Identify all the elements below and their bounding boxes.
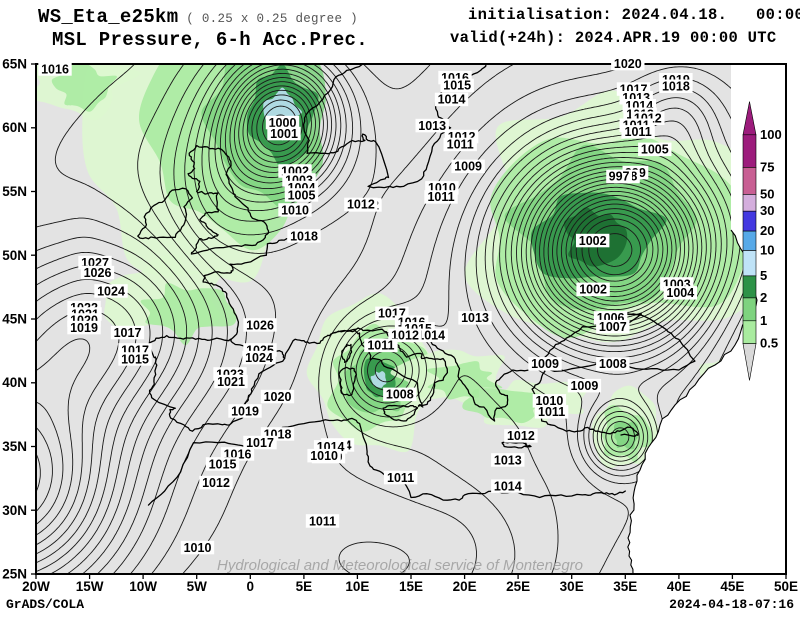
svg-text:40N: 40N — [2, 375, 27, 390]
svg-text:25E: 25E — [506, 579, 530, 594]
svg-text:60N: 60N — [2, 120, 27, 135]
svg-text:10E: 10E — [345, 579, 369, 594]
svg-text:1005: 1005 — [288, 188, 316, 202]
svg-text:1010: 1010 — [184, 541, 212, 555]
svg-text:65N: 65N — [2, 57, 27, 72]
svg-text:1020: 1020 — [264, 390, 292, 404]
svg-text:1008: 1008 — [386, 388, 414, 402]
svg-text:1015: 1015 — [209, 457, 237, 471]
svg-text:1019: 1019 — [70, 321, 98, 335]
svg-text:35E: 35E — [613, 579, 637, 594]
svg-text:1004: 1004 — [666, 286, 694, 300]
svg-text:1011: 1011 — [625, 125, 652, 139]
svg-text:2: 2 — [760, 290, 767, 305]
svg-text:0.5: 0.5 — [760, 336, 778, 351]
svg-text:1010: 1010 — [281, 203, 309, 217]
svg-text:10W: 10W — [129, 579, 157, 594]
svg-text:30E: 30E — [560, 579, 584, 594]
svg-text:20E: 20E — [453, 579, 477, 594]
svg-text:1011: 1011 — [427, 190, 454, 204]
svg-text:40E: 40E — [667, 579, 691, 594]
svg-text:1024: 1024 — [245, 351, 273, 365]
svg-text:1009: 1009 — [454, 160, 482, 174]
svg-text:1011: 1011 — [367, 339, 394, 353]
svg-text:1: 1 — [760, 313, 767, 328]
svg-text:1014: 1014 — [438, 93, 466, 107]
svg-text:1005: 1005 — [641, 143, 669, 157]
svg-text:1018: 1018 — [662, 80, 690, 94]
svg-text:1002: 1002 — [579, 234, 607, 248]
svg-text:30N: 30N — [2, 503, 27, 518]
svg-text:30: 30 — [760, 203, 774, 218]
svg-text:50N: 50N — [2, 248, 27, 263]
svg-text:1012: 1012 — [507, 429, 535, 443]
svg-text:1010: 1010 — [310, 449, 338, 463]
svg-text:15E: 15E — [399, 579, 423, 594]
svg-text:1009: 1009 — [531, 357, 559, 371]
svg-text:0: 0 — [247, 579, 255, 594]
svg-text:1007: 1007 — [599, 320, 627, 334]
svg-text:1026: 1026 — [84, 266, 112, 280]
svg-text:1011: 1011 — [447, 138, 474, 152]
svg-text:5W: 5W — [187, 579, 208, 594]
svg-text:1026: 1026 — [246, 318, 274, 332]
svg-text:1014: 1014 — [494, 480, 522, 494]
svg-text:1013: 1013 — [461, 311, 489, 325]
svg-text:1019: 1019 — [231, 404, 259, 418]
svg-text:1013: 1013 — [418, 119, 446, 133]
svg-text:5: 5 — [760, 268, 767, 283]
svg-text:50: 50 — [760, 186, 774, 201]
svg-text:997: 997 — [609, 170, 630, 184]
svg-text:1012: 1012 — [202, 476, 230, 490]
svg-text:1011: 1011 — [309, 514, 336, 528]
svg-text:1002: 1002 — [579, 283, 607, 297]
svg-text:10: 10 — [760, 243, 774, 258]
svg-text:45N: 45N — [2, 312, 27, 327]
svg-text:1024: 1024 — [97, 284, 125, 298]
svg-text:1017: 1017 — [114, 326, 142, 340]
svg-text:1016: 1016 — [41, 62, 69, 76]
svg-text:Hydrological and Meteorologica: Hydrological and Meteorological service … — [217, 557, 583, 574]
svg-text:50E: 50E — [774, 579, 798, 594]
svg-text:1021: 1021 — [217, 375, 245, 389]
svg-text:1015: 1015 — [443, 79, 471, 93]
svg-text:1020: 1020 — [614, 57, 642, 71]
svg-text:15W: 15W — [76, 579, 104, 594]
svg-text:20W: 20W — [22, 579, 50, 594]
svg-text:1018: 1018 — [290, 229, 318, 243]
svg-text:1001: 1001 — [270, 127, 298, 141]
svg-text:20: 20 — [760, 223, 774, 238]
svg-text:1008: 1008 — [599, 357, 627, 371]
svg-text:1011: 1011 — [538, 405, 565, 419]
svg-text:1011: 1011 — [387, 471, 414, 485]
svg-text:1012: 1012 — [347, 198, 375, 212]
svg-text:5E: 5E — [296, 579, 313, 594]
svg-text:55N: 55N — [2, 184, 27, 199]
svg-text:100: 100 — [760, 127, 782, 142]
svg-text:1015: 1015 — [121, 352, 149, 366]
svg-text:35N: 35N — [2, 439, 27, 454]
svg-text:1009: 1009 — [570, 379, 598, 393]
svg-text:75: 75 — [760, 159, 774, 174]
svg-text:45E: 45E — [720, 579, 744, 594]
svg-text:1013: 1013 — [494, 453, 522, 467]
